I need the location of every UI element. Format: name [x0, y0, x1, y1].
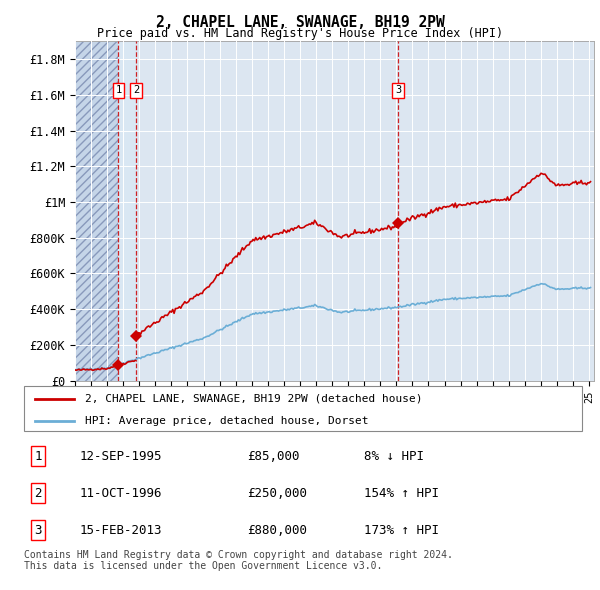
Text: 2: 2 [133, 86, 139, 96]
Text: 3: 3 [34, 524, 42, 537]
Bar [118, 41, 136, 381]
FancyBboxPatch shape [24, 386, 582, 431]
Text: 3: 3 [395, 86, 401, 96]
Text: 12-SEP-1995: 12-SEP-1995 [80, 450, 162, 463]
Text: £250,000: £250,000 [247, 487, 307, 500]
Text: 2, CHAPEL LANE, SWANAGE, BH19 2PW: 2, CHAPEL LANE, SWANAGE, BH19 2PW [155, 15, 445, 30]
Text: 8% ↓ HPI: 8% ↓ HPI [364, 450, 424, 463]
Text: Price paid vs. HM Land Registry's House Price Index (HPI): Price paid vs. HM Land Registry's House … [97, 27, 503, 40]
Text: 2: 2 [34, 487, 42, 500]
Text: Contains HM Land Registry data © Crown copyright and database right 2024.
This d: Contains HM Land Registry data © Crown c… [24, 550, 453, 572]
Text: 11-OCT-1996: 11-OCT-1996 [80, 487, 162, 500]
Text: 1: 1 [115, 86, 122, 96]
Text: 154% ↑ HPI: 154% ↑ HPI [364, 487, 439, 500]
Bar [75, 41, 118, 381]
Text: £85,000: £85,000 [247, 450, 300, 463]
Text: 1: 1 [34, 450, 42, 463]
Text: 173% ↑ HPI: 173% ↑ HPI [364, 524, 439, 537]
Text: 15-FEB-2013: 15-FEB-2013 [80, 524, 162, 537]
Text: 2, CHAPEL LANE, SWANAGE, BH19 2PW (detached house): 2, CHAPEL LANE, SWANAGE, BH19 2PW (detac… [85, 394, 423, 404]
Text: £880,000: £880,000 [247, 524, 307, 537]
Text: HPI: Average price, detached house, Dorset: HPI: Average price, detached house, Dors… [85, 416, 369, 426]
